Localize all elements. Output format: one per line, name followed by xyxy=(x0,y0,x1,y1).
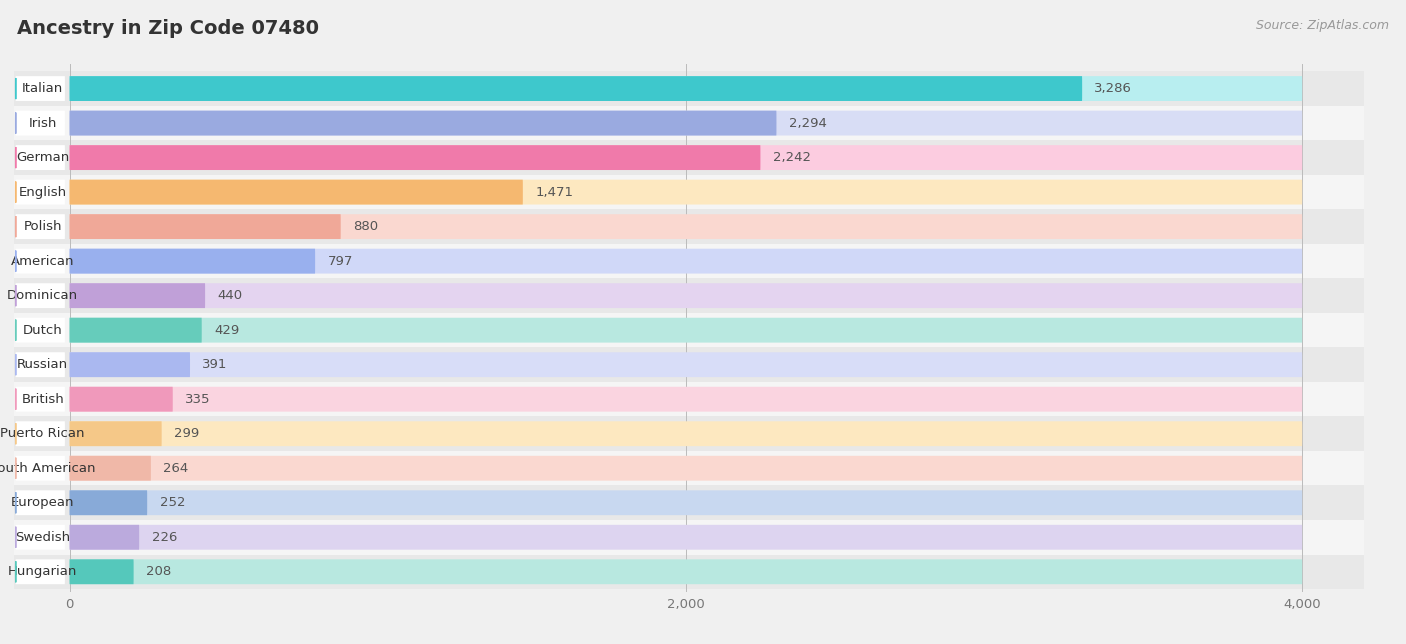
FancyBboxPatch shape xyxy=(14,313,1364,347)
FancyBboxPatch shape xyxy=(15,387,65,412)
Text: 880: 880 xyxy=(353,220,378,233)
FancyBboxPatch shape xyxy=(15,283,65,308)
Text: Italian: Italian xyxy=(22,82,63,95)
FancyBboxPatch shape xyxy=(15,317,65,343)
Text: European: European xyxy=(11,497,75,509)
Text: 797: 797 xyxy=(328,254,353,268)
Text: 208: 208 xyxy=(146,565,172,578)
FancyBboxPatch shape xyxy=(14,175,1364,209)
Text: 226: 226 xyxy=(152,531,177,544)
FancyBboxPatch shape xyxy=(69,560,134,584)
FancyBboxPatch shape xyxy=(69,525,1302,550)
FancyBboxPatch shape xyxy=(69,249,315,274)
FancyBboxPatch shape xyxy=(69,525,139,550)
FancyBboxPatch shape xyxy=(69,490,148,515)
FancyBboxPatch shape xyxy=(15,525,65,550)
FancyBboxPatch shape xyxy=(14,71,1364,106)
Text: 3,286: 3,286 xyxy=(1094,82,1132,95)
Text: Swedish: Swedish xyxy=(15,531,70,544)
Text: 299: 299 xyxy=(174,427,200,440)
FancyBboxPatch shape xyxy=(15,214,65,239)
FancyBboxPatch shape xyxy=(69,490,1302,515)
FancyBboxPatch shape xyxy=(15,111,65,135)
FancyBboxPatch shape xyxy=(69,145,761,170)
Text: 252: 252 xyxy=(159,497,186,509)
FancyBboxPatch shape xyxy=(69,214,1302,239)
FancyBboxPatch shape xyxy=(69,456,1302,480)
FancyBboxPatch shape xyxy=(69,76,1302,101)
FancyBboxPatch shape xyxy=(69,283,1302,308)
Text: 2,242: 2,242 xyxy=(773,151,811,164)
Text: 1,471: 1,471 xyxy=(536,185,574,198)
Text: 391: 391 xyxy=(202,358,228,371)
FancyBboxPatch shape xyxy=(14,486,1364,520)
FancyBboxPatch shape xyxy=(69,283,205,308)
FancyBboxPatch shape xyxy=(14,451,1364,486)
Text: 440: 440 xyxy=(218,289,243,302)
FancyBboxPatch shape xyxy=(69,111,776,135)
FancyBboxPatch shape xyxy=(14,554,1364,589)
Text: German: German xyxy=(15,151,69,164)
Text: American: American xyxy=(11,254,75,268)
FancyBboxPatch shape xyxy=(14,278,1364,313)
Text: English: English xyxy=(18,185,66,198)
Text: 335: 335 xyxy=(186,393,211,406)
FancyBboxPatch shape xyxy=(69,180,523,205)
FancyBboxPatch shape xyxy=(69,456,150,480)
FancyBboxPatch shape xyxy=(14,106,1364,140)
Text: Russian: Russian xyxy=(17,358,69,371)
Text: Dutch: Dutch xyxy=(22,324,63,337)
Text: Hungarian: Hungarian xyxy=(8,565,77,578)
FancyBboxPatch shape xyxy=(15,421,65,446)
Text: Puerto Rican: Puerto Rican xyxy=(0,427,84,440)
FancyBboxPatch shape xyxy=(69,317,201,343)
Text: Ancestry in Zip Code 07480: Ancestry in Zip Code 07480 xyxy=(17,19,319,39)
FancyBboxPatch shape xyxy=(14,417,1364,451)
FancyBboxPatch shape xyxy=(15,76,65,101)
FancyBboxPatch shape xyxy=(15,145,65,170)
FancyBboxPatch shape xyxy=(14,347,1364,382)
Text: Polish: Polish xyxy=(24,220,62,233)
FancyBboxPatch shape xyxy=(69,387,1302,412)
FancyBboxPatch shape xyxy=(69,145,1302,170)
FancyBboxPatch shape xyxy=(69,352,190,377)
FancyBboxPatch shape xyxy=(69,421,1302,446)
Text: 429: 429 xyxy=(214,324,239,337)
FancyBboxPatch shape xyxy=(15,456,65,480)
FancyBboxPatch shape xyxy=(14,140,1364,175)
FancyBboxPatch shape xyxy=(14,244,1364,278)
FancyBboxPatch shape xyxy=(69,214,340,239)
Text: British: British xyxy=(21,393,65,406)
FancyBboxPatch shape xyxy=(14,520,1364,554)
FancyBboxPatch shape xyxy=(69,76,1083,101)
FancyBboxPatch shape xyxy=(15,490,65,515)
FancyBboxPatch shape xyxy=(69,560,1302,584)
FancyBboxPatch shape xyxy=(69,421,162,446)
Text: 264: 264 xyxy=(163,462,188,475)
FancyBboxPatch shape xyxy=(14,209,1364,244)
FancyBboxPatch shape xyxy=(14,382,1364,417)
FancyBboxPatch shape xyxy=(69,317,1302,343)
Text: Dominican: Dominican xyxy=(7,289,79,302)
FancyBboxPatch shape xyxy=(69,249,1302,274)
FancyBboxPatch shape xyxy=(15,352,65,377)
FancyBboxPatch shape xyxy=(69,111,1302,135)
FancyBboxPatch shape xyxy=(15,180,65,205)
FancyBboxPatch shape xyxy=(69,387,173,412)
FancyBboxPatch shape xyxy=(15,560,65,584)
Text: Source: ZipAtlas.com: Source: ZipAtlas.com xyxy=(1256,19,1389,32)
FancyBboxPatch shape xyxy=(15,249,65,274)
FancyBboxPatch shape xyxy=(69,352,1302,377)
Text: 2,294: 2,294 xyxy=(789,117,827,129)
Text: South American: South American xyxy=(0,462,96,475)
Text: Irish: Irish xyxy=(28,117,56,129)
FancyBboxPatch shape xyxy=(69,180,1302,205)
